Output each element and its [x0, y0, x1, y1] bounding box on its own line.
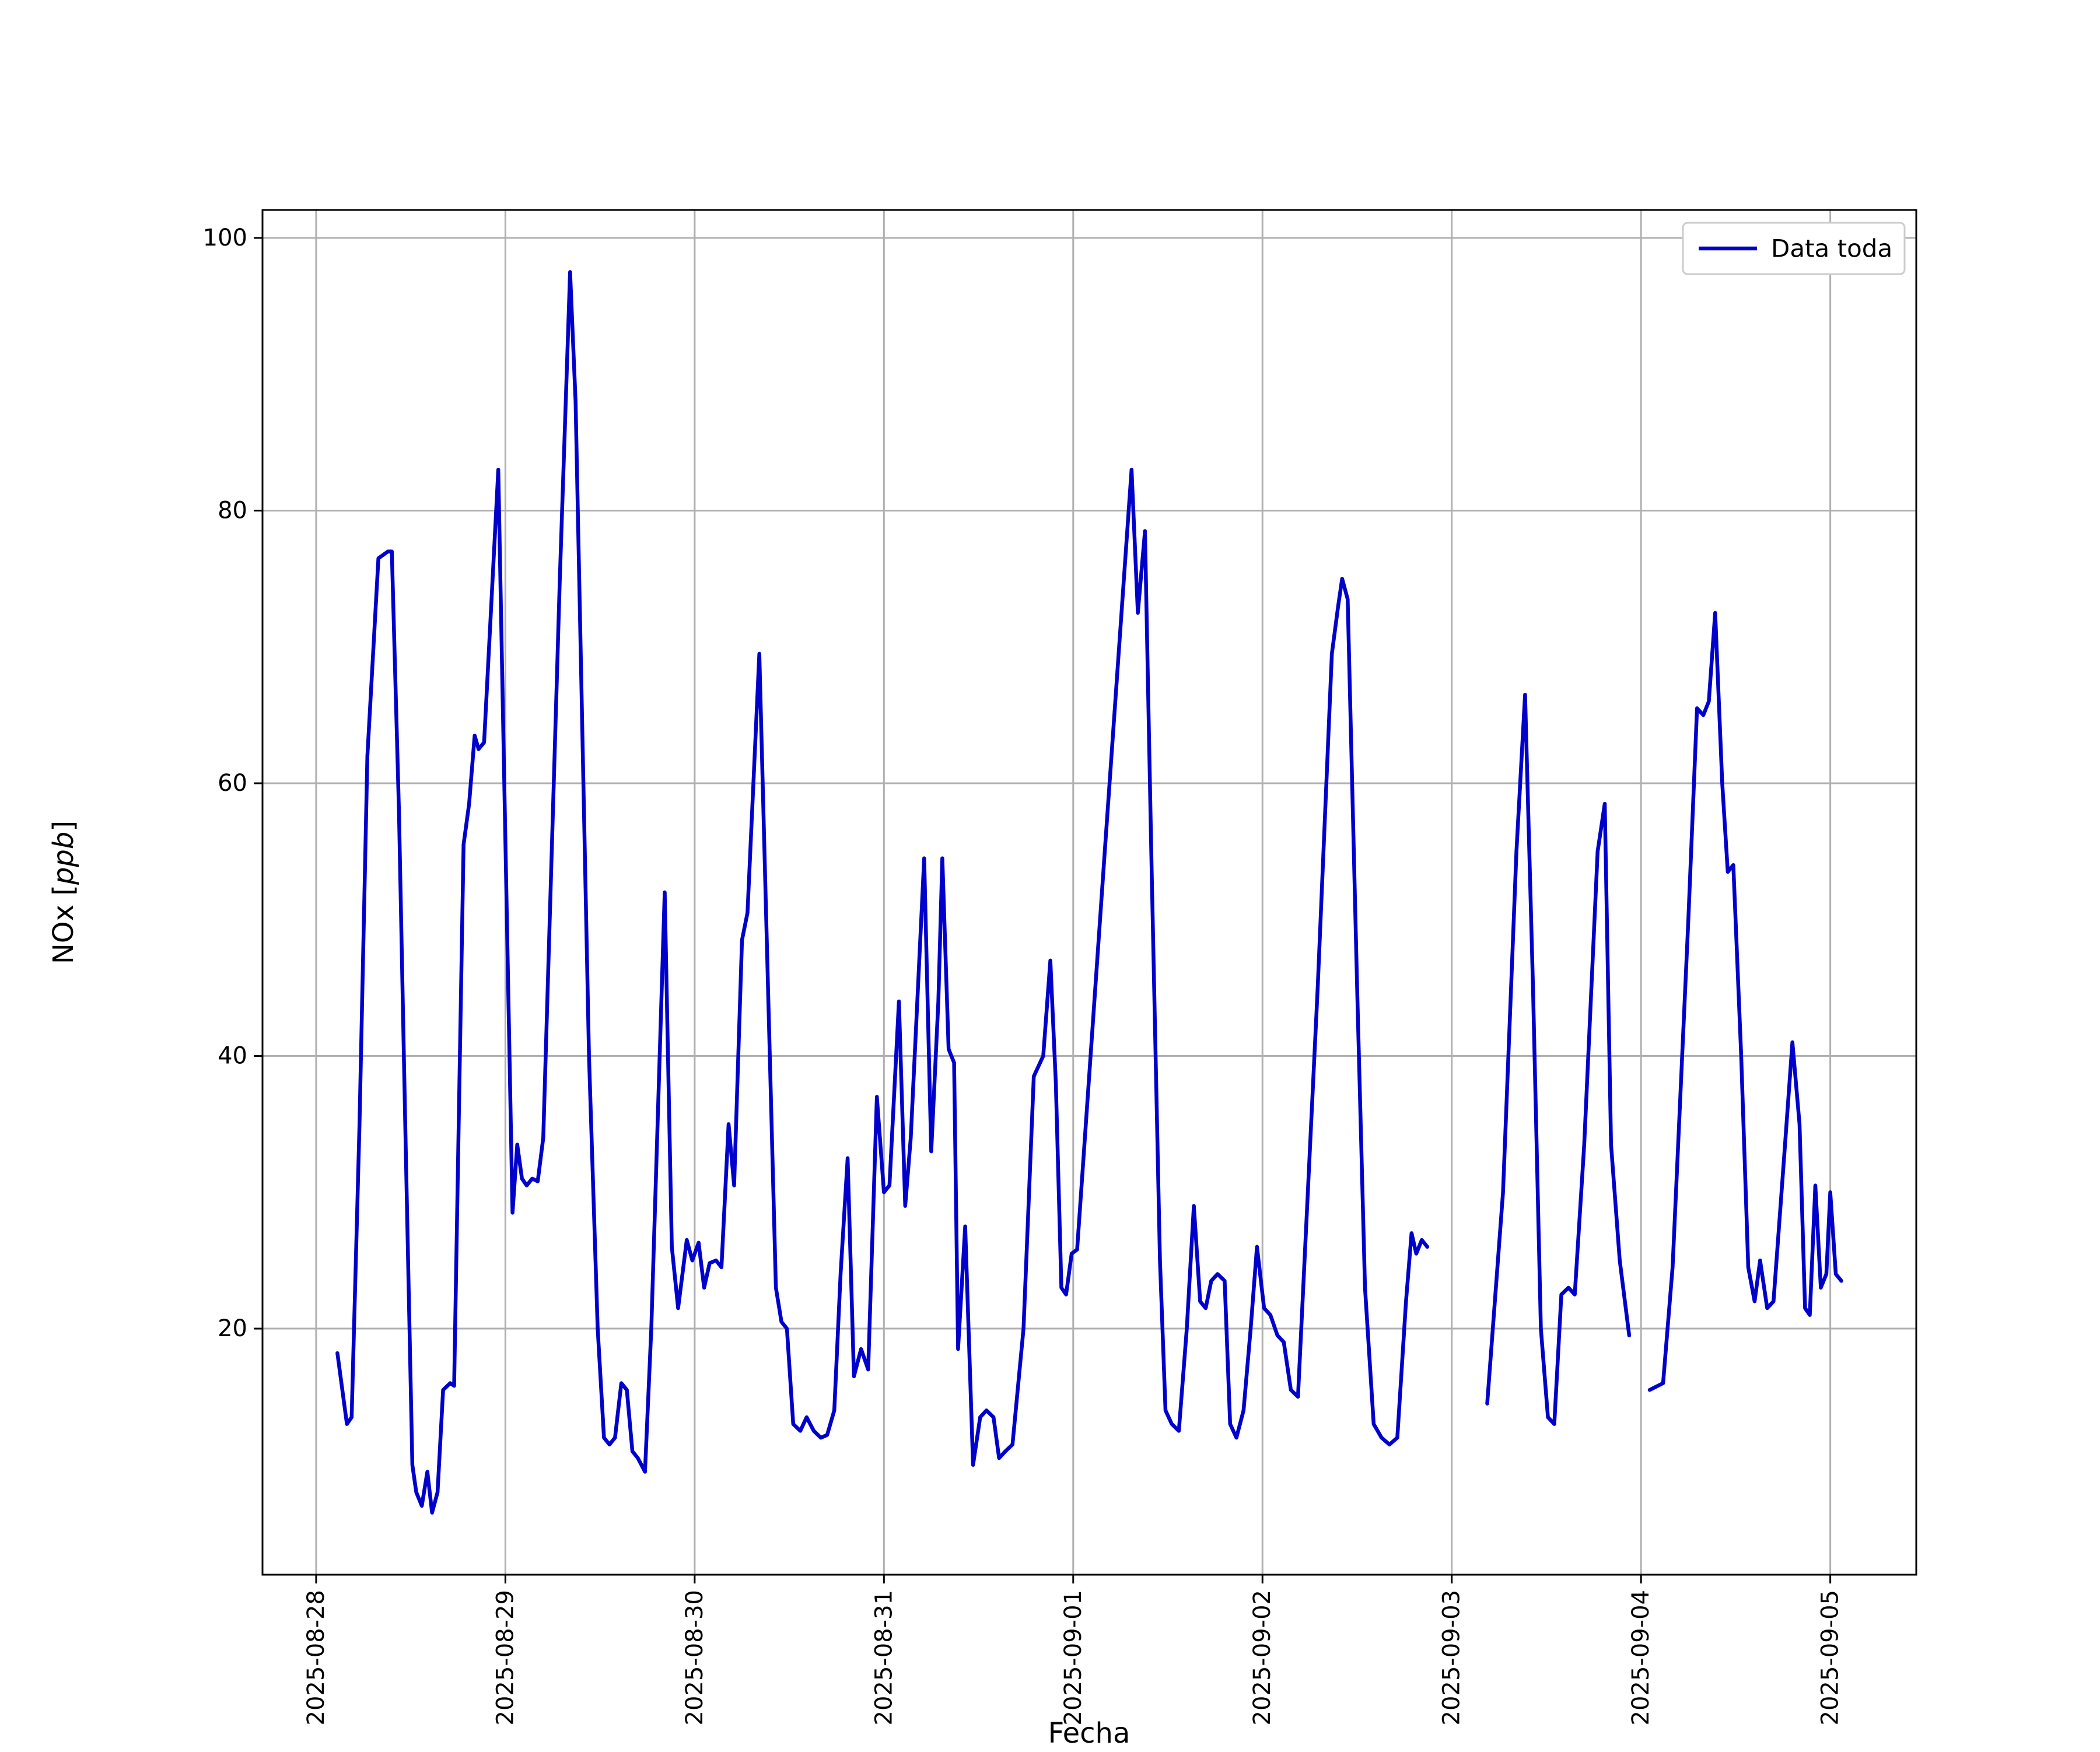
series-line-data-toda — [1485, 692, 1632, 1426]
y-tick-label: 80 — [218, 497, 247, 524]
legend-label: Data toda — [1771, 234, 1892, 263]
x-tick-label: 2025-08-31 — [870, 1590, 897, 1725]
data-series — [335, 270, 1843, 1515]
grid-lines — [262, 210, 1916, 1575]
legend: Data toda — [1682, 222, 1906, 275]
y-tick-label: 40 — [218, 1043, 247, 1070]
axes-frame — [261, 209, 1917, 1576]
y-tick-label: 20 — [218, 1315, 247, 1342]
x-tick-label: 2025-09-04 — [1628, 1590, 1654, 1725]
y-axis-label-prefix: NOx [ — [47, 885, 80, 964]
y-axis-label-suffix: ] — [47, 821, 80, 832]
x-axis-label: Fecha — [1048, 1717, 1130, 1750]
x-tick-label: 2025-09-01 — [1060, 1590, 1087, 1725]
x-tick-label: 2025-09-02 — [1249, 1590, 1276, 1725]
y-tick-label: 60 — [218, 770, 247, 797]
x-tick-label: 2025-09-05 — [1817, 1590, 1844, 1725]
y-axis-label-math: ppb — [47, 832, 80, 885]
series-line-data-toda — [335, 270, 1430, 1515]
y-axis-label: NOx [ppb] — [47, 821, 80, 964]
x-tick-label: 2025-08-28 — [303, 1590, 330, 1725]
plot-area — [262, 210, 1916, 1575]
legend-frame — [1682, 222, 1906, 275]
axes: 2025-08-28 2025-08-29 2025-08-30 2025-08-31… — [203, 209, 1917, 1725]
y-tick-label: 100 — [203, 225, 247, 251]
x-tick-label: 2025-09-03 — [1438, 1590, 1465, 1725]
x-tick-label: 2025-08-29 — [492, 1590, 519, 1725]
series-line-data-toda — [1647, 611, 1843, 1392]
x-tick-label: 2025-08-30 — [681, 1590, 708, 1725]
